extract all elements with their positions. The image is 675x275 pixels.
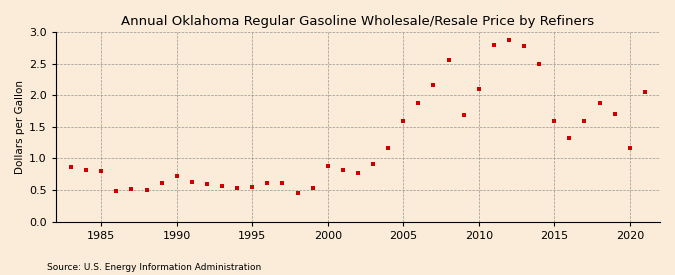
- Point: [186, 180, 197, 184]
- Point: [217, 183, 227, 188]
- Point: [610, 111, 620, 116]
- Point: [504, 38, 514, 42]
- Point: [65, 165, 76, 169]
- Text: Source: U.S. Energy Information Administration: Source: U.S. Energy Information Administ…: [47, 263, 261, 272]
- Point: [443, 58, 454, 63]
- Point: [383, 145, 394, 150]
- Point: [262, 180, 273, 185]
- Point: [323, 164, 333, 168]
- Point: [232, 185, 242, 190]
- Point: [428, 83, 439, 87]
- Point: [292, 190, 303, 195]
- Point: [111, 189, 122, 194]
- Point: [81, 168, 92, 173]
- Point: [202, 182, 213, 186]
- Point: [156, 180, 167, 185]
- Point: [639, 90, 650, 94]
- Title: Annual Oklahoma Regular Gasoline Wholesale/Resale Price by Refiners: Annual Oklahoma Regular Gasoline Wholesa…: [122, 15, 595, 28]
- Point: [96, 169, 107, 173]
- Point: [594, 101, 605, 106]
- Point: [338, 168, 348, 173]
- Point: [458, 113, 469, 118]
- Point: [564, 136, 575, 141]
- Point: [413, 101, 424, 105]
- Point: [352, 171, 363, 175]
- Point: [579, 119, 590, 123]
- Point: [473, 87, 484, 91]
- Point: [549, 118, 560, 123]
- Point: [126, 187, 137, 192]
- Point: [489, 42, 500, 47]
- Y-axis label: Dollars per Gallon: Dollars per Gallon: [15, 80, 25, 174]
- Point: [398, 119, 408, 123]
- Point: [141, 188, 152, 192]
- Point: [307, 185, 318, 190]
- Point: [277, 181, 288, 185]
- Point: [518, 44, 529, 49]
- Point: [624, 146, 635, 150]
- Point: [368, 161, 379, 166]
- Point: [247, 185, 258, 189]
- Point: [534, 61, 545, 66]
- Point: [171, 174, 182, 178]
